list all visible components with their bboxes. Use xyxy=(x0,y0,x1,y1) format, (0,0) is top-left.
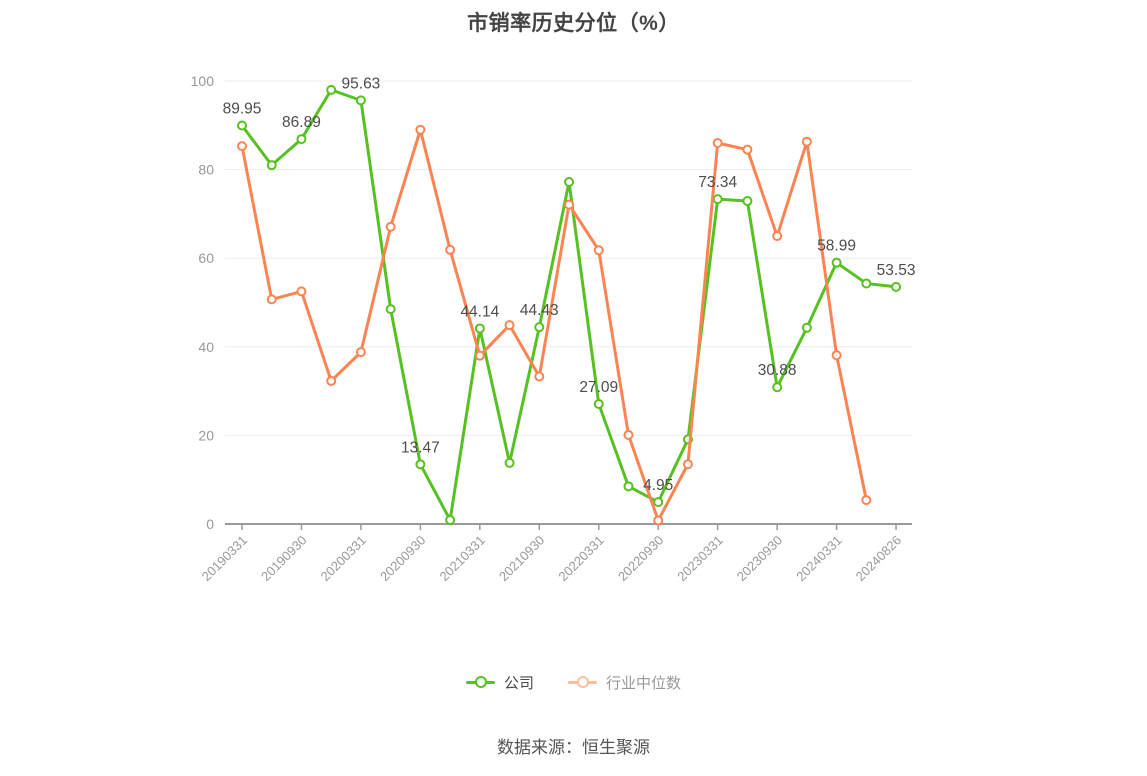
data-point-industry-median[interactable] xyxy=(445,244,456,255)
x-axis-tick-label: 20240826 xyxy=(853,533,905,585)
x-axis-tick-label: 20190930 xyxy=(258,533,310,585)
legend-item-company[interactable]: 公司 xyxy=(465,672,534,693)
y-axis-tick-label: 100 xyxy=(191,73,215,89)
data-point-industry-median[interactable] xyxy=(653,515,664,526)
data-point-company[interactable] xyxy=(831,257,842,268)
data-point-company[interactable] xyxy=(237,120,247,131)
data-point-company[interactable] xyxy=(474,323,485,334)
data-point-label: 73.34 xyxy=(698,174,737,191)
data-point-label: 89.95 xyxy=(223,101,262,118)
data-point-company[interactable] xyxy=(861,278,872,289)
data-point-industry-median[interactable] xyxy=(474,350,485,361)
data-point-industry-median[interactable] xyxy=(266,294,277,305)
data-point-label: 4.95 xyxy=(643,477,673,494)
data-point-label: 30.88 xyxy=(758,362,797,379)
data-point-company[interactable] xyxy=(564,177,575,188)
industry-series-marker-icon xyxy=(568,676,597,689)
data-point-industry-median[interactable] xyxy=(861,495,872,506)
y-axis-tick-label: 20 xyxy=(198,427,214,443)
data-point-industry-median[interactable] xyxy=(564,199,575,210)
data-point-industry-median[interactable] xyxy=(534,371,545,382)
data-point-label: 27.09 xyxy=(579,379,618,396)
data-point-industry-median[interactable] xyxy=(415,124,426,135)
data-point-industry-median[interactable] xyxy=(326,375,337,386)
data-point-industry-median[interactable] xyxy=(772,231,783,242)
legend-ring-icon xyxy=(474,676,487,688)
company-series-marker-icon xyxy=(465,676,495,689)
data-point-industry-median[interactable] xyxy=(355,347,366,358)
data-point-company[interactable] xyxy=(653,497,664,508)
legend-item-industry-median[interactable]: 行业中位数 xyxy=(568,672,681,693)
line-company xyxy=(240,88,898,522)
legend: 公司 行业中位数 xyxy=(0,672,1147,693)
data-point-company[interactable] xyxy=(801,322,812,333)
x-axis-tick-label: 20220930 xyxy=(615,533,667,585)
x-axis-tick-label: 20220331 xyxy=(555,533,607,585)
data-source: 数据来源：恒生聚源 xyxy=(497,738,650,757)
data-point-company[interactable] xyxy=(355,95,366,106)
legend-label-industry-median: 行业中位数 xyxy=(606,675,682,692)
data-point-company[interactable] xyxy=(891,281,902,292)
data-point-company[interactable] xyxy=(593,398,604,409)
x-axis-tick-label: 20190331 xyxy=(199,533,251,585)
data-point-company[interactable] xyxy=(385,304,396,315)
data-point-label: 44.43 xyxy=(520,302,559,319)
data-point-label: 13.47 xyxy=(401,439,440,456)
line-industry-median xyxy=(240,128,868,522)
data-point-label: 44.14 xyxy=(460,303,499,320)
data-point-company[interactable] xyxy=(445,515,456,526)
chart-title: 市销率历史分位（%） xyxy=(467,12,680,35)
data-point-company[interactable] xyxy=(326,84,337,95)
data-point-company[interactable] xyxy=(296,134,307,145)
data-point-label: 86.89 xyxy=(282,114,321,131)
data-point-label: 53.53 xyxy=(877,262,916,279)
legend-ring-icon xyxy=(577,676,589,688)
data-point-industry-median[interactable] xyxy=(237,141,247,152)
data-point-industry-median[interactable] xyxy=(504,320,515,331)
data-point-industry-median[interactable] xyxy=(831,350,842,361)
x-axis-tick-label: 20240331 xyxy=(793,533,845,585)
data-point-company[interactable] xyxy=(772,382,783,393)
y-axis-tick-label: 60 xyxy=(198,250,214,266)
x-axis-tick-label: 20210331 xyxy=(436,533,488,585)
data-point-industry-median[interactable] xyxy=(801,136,812,147)
legend-label-company: 公司 xyxy=(503,675,534,692)
data-point-industry-median[interactable] xyxy=(742,144,753,155)
data-point-industry-median[interactable] xyxy=(593,245,604,256)
x-axis-tick-label: 20200930 xyxy=(377,533,429,585)
data-point-label: 58.99 xyxy=(817,238,856,255)
data-point-industry-median[interactable] xyxy=(385,221,396,232)
data-point-company[interactable] xyxy=(623,481,634,492)
data-point-industry-median[interactable] xyxy=(682,459,693,470)
x-axis-tick-label: 20230930 xyxy=(734,533,786,585)
data-point-company[interactable] xyxy=(534,322,545,333)
x-axis-tick-label: 20230331 xyxy=(674,533,726,585)
y-axis-tick-label: 40 xyxy=(198,339,214,355)
data-point-company[interactable] xyxy=(415,459,426,470)
data-point-industry-median[interactable] xyxy=(296,286,307,297)
data-point-company[interactable] xyxy=(742,196,753,207)
y-axis-tick-label: 0 xyxy=(206,516,214,532)
data-point-company[interactable] xyxy=(504,457,515,468)
data-point-company[interactable] xyxy=(712,194,723,205)
x-axis-tick-label: 20210930 xyxy=(496,533,548,585)
x-axis-tick-label: 20200331 xyxy=(318,533,370,585)
data-point-company[interactable] xyxy=(266,160,277,171)
data-point-industry-median[interactable] xyxy=(712,138,723,149)
data-point-industry-median[interactable] xyxy=(623,429,634,440)
y-axis-tick-label: 80 xyxy=(198,162,214,178)
data-point-label: 95.63 xyxy=(342,75,381,92)
